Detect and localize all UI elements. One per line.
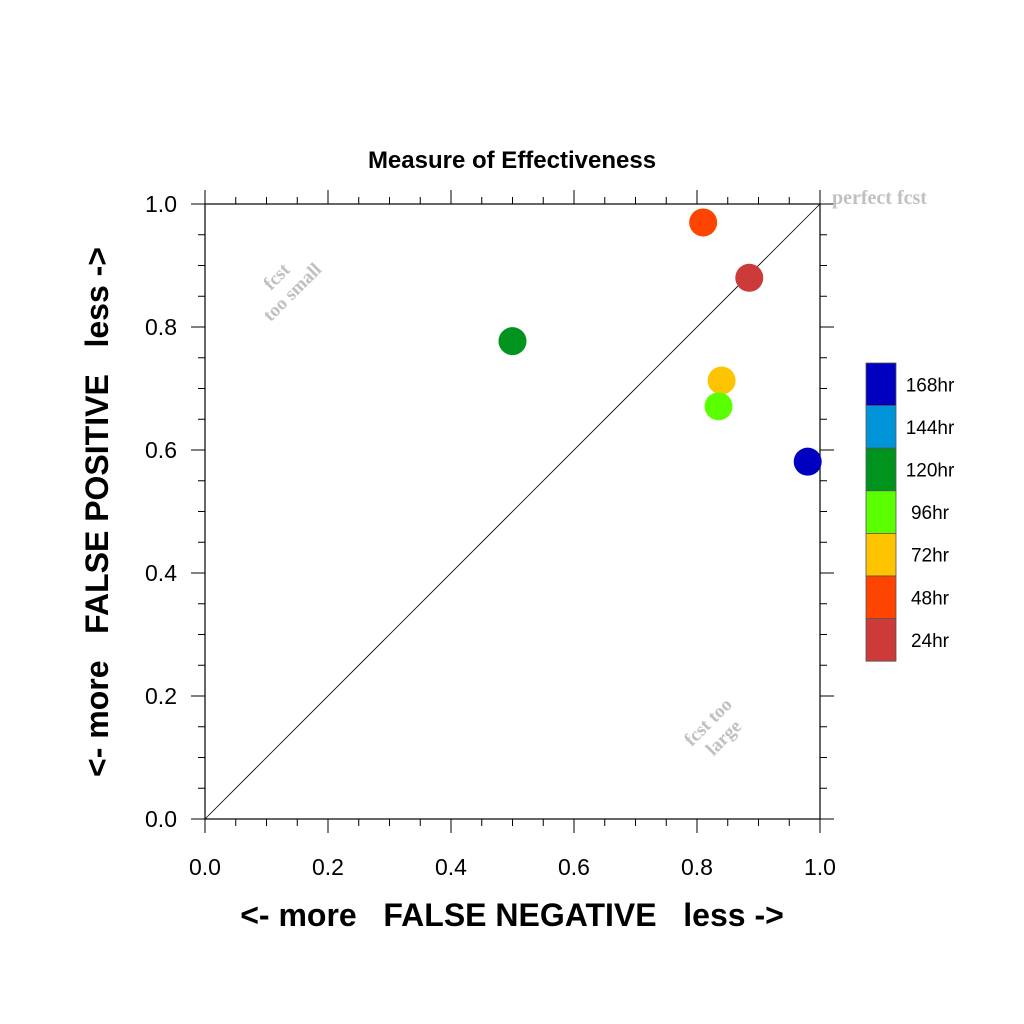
point-168hr xyxy=(793,447,822,476)
annotation-fcst-too-small: fcst too small xyxy=(259,259,326,326)
minor-ticks xyxy=(198,197,827,826)
chart-title: Measure of Effectiveness xyxy=(368,147,656,174)
legend-label-168hr: 168hr xyxy=(906,375,955,396)
legend-swatch-120hr xyxy=(865,447,897,492)
data-points xyxy=(498,208,822,476)
point-48hr xyxy=(689,208,718,237)
legend-label-120hr: 120hr xyxy=(906,461,955,482)
y-tick-labels: 0.0 0.2 0.4 0.6 0.8 1.0 xyxy=(145,191,177,832)
x-tick-label: 0.4 xyxy=(435,854,467,880)
point-120hr xyxy=(498,327,527,356)
point-96hr xyxy=(704,392,733,421)
x-tick-label: 0.2 xyxy=(312,854,344,880)
y-tick-label: 0.4 xyxy=(145,560,177,586)
annotation-fcst-too-large: fcst too large xyxy=(680,694,746,760)
legend-label-72hr: 72hr xyxy=(911,546,950,567)
legend-label-96hr: 96hr xyxy=(911,503,950,524)
legend: 168hr 144hr 120hr 96hr 72hr 48hr 24hr xyxy=(865,362,955,662)
y-tick-label: 0.6 xyxy=(145,437,177,463)
y-axis-label: <- more FALSE POSITIVE less -> xyxy=(79,247,115,777)
x-tick-label: 0.0 xyxy=(189,854,221,880)
y-tick-label: 0.2 xyxy=(145,683,177,709)
x-tick-labels: 0.0 0.2 0.4 0.6 0.8 1.0 xyxy=(189,854,836,880)
y-tick-label: 0.0 xyxy=(145,806,177,832)
x-tick-label: 0.6 xyxy=(558,854,590,880)
legend-swatch-96hr xyxy=(865,490,897,534)
legend-swatch-48hr xyxy=(865,575,897,619)
y-tick-label: 1.0 xyxy=(145,191,177,217)
x-tick-label: 0.8 xyxy=(681,854,713,880)
annotation-perfect-fcst: perfect fcst xyxy=(832,187,927,209)
perfect-forecast-diagonal xyxy=(204,203,821,820)
legend-swatch-72hr xyxy=(865,533,897,577)
x-tick-label: 1.0 xyxy=(804,854,836,880)
legend-swatch-24hr xyxy=(865,618,897,662)
legend-swatch-168hr xyxy=(865,362,897,406)
x-axis-label: <- more FALSE NEGATIVE less -> xyxy=(240,897,784,933)
point-72hr xyxy=(707,366,736,395)
legend-label-144hr: 144hr xyxy=(906,418,955,439)
point-24hr xyxy=(735,263,764,292)
legend-label-24hr: 24hr xyxy=(911,631,950,652)
legend-swatch-144hr xyxy=(865,405,897,449)
legend-label-48hr: 48hr xyxy=(911,588,950,609)
major-ticks xyxy=(191,190,834,833)
y-tick-label: 0.8 xyxy=(145,314,177,340)
